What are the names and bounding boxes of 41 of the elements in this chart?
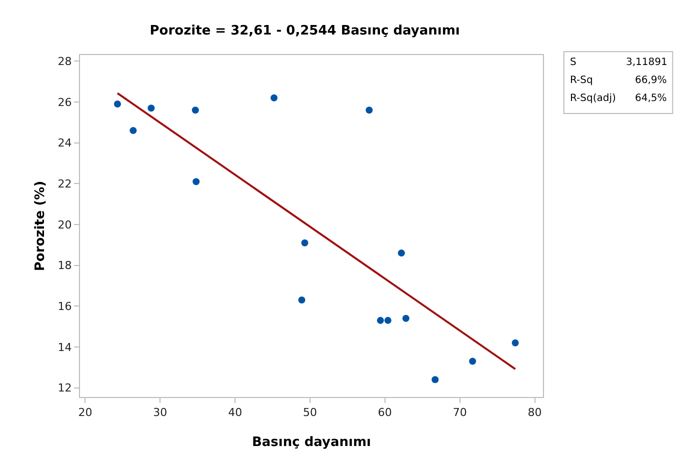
y-tick-label: 16	[58, 300, 72, 313]
point	[384, 316, 392, 324]
x-tick-label: 80	[528, 406, 542, 420]
x-tick-label: 30	[153, 406, 168, 420]
point	[148, 104, 155, 112]
text: 66,9%	[635, 75, 667, 86]
point	[114, 100, 121, 108]
point	[298, 296, 306, 304]
x-tick-label: 50	[303, 406, 317, 420]
point	[469, 358, 476, 365]
point	[301, 239, 308, 246]
text: 64,5%	[635, 93, 667, 104]
point	[130, 127, 137, 134]
point	[366, 106, 373, 114]
point	[192, 178, 200, 186]
y-tick-label: 20	[58, 218, 72, 232]
y-tick-label: 24	[58, 136, 72, 150]
x-tick-label: 70	[452, 406, 467, 420]
x-tick-label: 20	[78, 406, 92, 420]
chart-title: Porozite = 32,61 - 0,2544 Basınç dayanımı	[150, 23, 460, 38]
text: R-Sq(adj)	[570, 93, 616, 104]
point	[376, 316, 384, 324]
y-tick-label: 26	[58, 96, 72, 109]
y-tick-label: 28	[58, 54, 72, 68]
point	[402, 314, 410, 322]
y-tick-label: 18	[58, 259, 72, 272]
point	[512, 339, 519, 346]
point	[270, 94, 278, 102]
y-tick-label: 12	[58, 382, 72, 395]
x-axis-title: Basınç dayanımı	[252, 435, 371, 450]
y-tick-label: 14	[58, 340, 72, 354]
point	[192, 106, 199, 114]
text: S	[570, 57, 576, 68]
point	[398, 250, 405, 257]
x-tick-label: 60	[378, 406, 392, 420]
text: 3,11891	[626, 57, 668, 68]
text: R-Sq	[570, 75, 593, 86]
x-tick-label: 40	[228, 406, 242, 420]
point	[432, 376, 439, 384]
y-axis-title: Porozite (%)	[33, 180, 48, 272]
y-tick-label: 22	[58, 177, 72, 190]
